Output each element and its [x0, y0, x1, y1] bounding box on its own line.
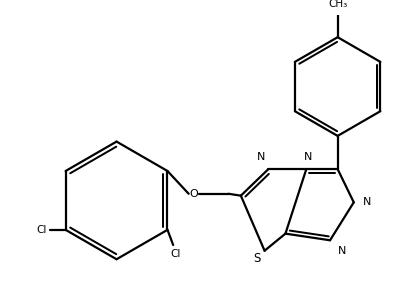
Text: Cl: Cl	[170, 249, 180, 259]
Text: CH₃: CH₃	[327, 0, 346, 9]
Text: Cl: Cl	[36, 225, 47, 235]
Text: S: S	[253, 252, 260, 265]
Text: N: N	[363, 197, 371, 207]
Text: N: N	[303, 151, 312, 162]
Text: N: N	[337, 246, 345, 256]
Text: N: N	[256, 153, 264, 163]
Text: O: O	[188, 189, 197, 199]
